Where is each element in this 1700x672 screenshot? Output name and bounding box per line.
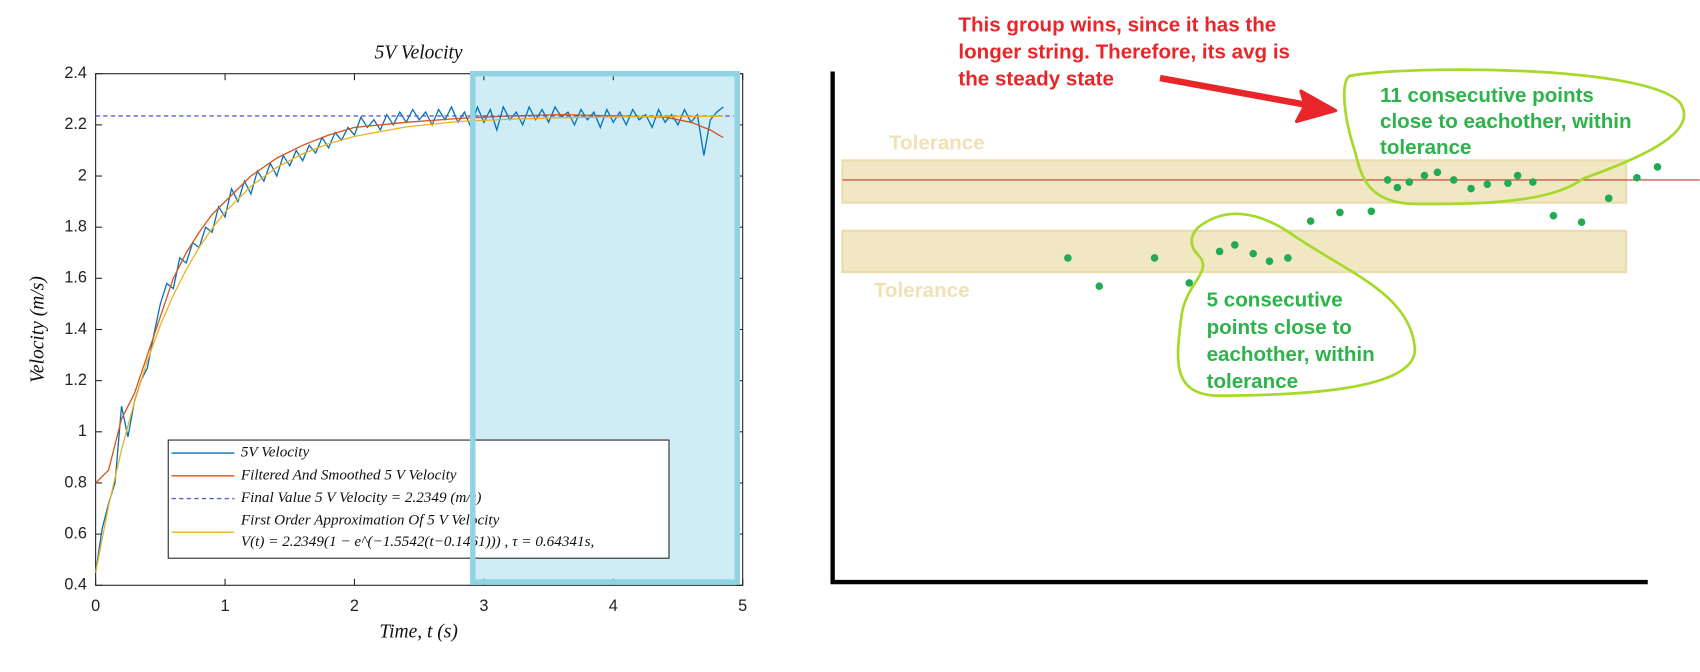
x-tick-label: 2	[350, 597, 359, 615]
y-tick-label: 0.8	[64, 473, 87, 491]
point	[1405, 178, 1414, 186]
tolerance-band	[841, 229, 1628, 274]
point	[1449, 176, 1458, 184]
point	[1393, 183, 1402, 192]
legend: 5V Velocity Filtered And Smoothed 5 V Vel…	[167, 439, 670, 559]
group-label: eachother, within	[1207, 343, 1375, 366]
y-tick-label: 2.2	[64, 115, 87, 133]
tolerance-band	[841, 159, 1628, 204]
arrow-shaft	[1159, 74, 1315, 110]
y-axis-label: Velocity (m/s)	[28, 276, 49, 383]
chart-title: 5V Velocity	[375, 43, 463, 64]
tolerance-label: Tolerance	[874, 279, 970, 302]
steady-region-border	[470, 70, 740, 585]
plot: 0 1 2 3 4 5 0.4 0.6 0.8 1 1.2 1.4 1.6 1.8 2 2.2 2.4 5V Ve…	[64, 64, 747, 615]
group-label: points close to	[1207, 316, 1352, 339]
y-tick-label: 1.8	[64, 217, 87, 235]
point	[1604, 194, 1613, 203]
legend-label: Final Value 5 V Velocity = 2.2349 (m/s)	[240, 489, 482, 506]
point	[1433, 168, 1442, 177]
y-tick-label: 0.6	[64, 524, 87, 542]
y-tick-label: 1.2	[64, 371, 87, 389]
arrow-head	[1294, 89, 1338, 124]
y-tick-label: 1.4	[64, 320, 87, 338]
point	[1185, 279, 1194, 287]
point	[1249, 249, 1257, 258]
y-tick-label: 1	[78, 422, 87, 440]
point	[1306, 217, 1315, 225]
sketch: Tolerance Tolerance This group wins, sin…	[830, 13, 1700, 585]
points	[1064, 163, 1662, 290]
point	[1367, 207, 1376, 216]
point	[1633, 173, 1641, 182]
point	[1336, 208, 1344, 217]
legend-label: 5V Velocity	[241, 444, 310, 461]
y-tick-label: 0.4	[64, 576, 87, 594]
x-tick-label: 0	[91, 597, 100, 615]
tolerance-label: Tolerance	[889, 132, 985, 155]
group-label: 11 consecutive points	[1380, 84, 1594, 107]
point	[1549, 211, 1558, 220]
point	[1265, 257, 1274, 266]
legend-label-line: First Order Approximation Of 5 V Velocit…	[240, 512, 500, 529]
y-tick-label: 2.4	[64, 64, 87, 82]
group-label: close to eachother, within	[1380, 110, 1632, 133]
y-tick-label: 1.6	[64, 269, 87, 287]
legend-label: First Order Approximation Of 5 V Velocit…	[240, 512, 594, 551]
x-tick-label: 3	[479, 597, 488, 615]
legend-label: Filtered And Smoothed 5 V Velocity	[240, 466, 457, 483]
point	[1383, 176, 1392, 184]
y-tick-label: 2	[78, 166, 87, 184]
point	[1150, 254, 1159, 262]
group-label: tolerance	[1380, 136, 1472, 159]
point	[1513, 171, 1522, 180]
series-line	[94, 115, 724, 573]
note-line: the steady state	[958, 68, 1114, 91]
x-axis-label: Time, t (s)	[379, 621, 458, 642]
legend-box	[167, 439, 670, 559]
point	[1230, 241, 1239, 249]
point	[1529, 178, 1537, 186]
point	[1064, 254, 1072, 262]
x-tick-label: 4	[609, 597, 618, 615]
point	[1504, 179, 1512, 187]
legend-label-line: V(t) = 2.2349(1 − e^(−1.5542(t−0.1461)))…	[241, 534, 594, 551]
note-line: This group wins, since it has the	[958, 13, 1276, 36]
point	[1483, 180, 1492, 189]
point	[1284, 254, 1292, 262]
group-outline	[1176, 212, 1417, 397]
point	[1420, 171, 1429, 180]
point	[1467, 184, 1475, 193]
x-tick-label: 5	[738, 597, 747, 615]
group-outline	[1342, 68, 1686, 206]
point	[1095, 282, 1104, 290]
note-line: longer string. Therefore, its avg is	[958, 41, 1290, 64]
point	[1577, 218, 1586, 226]
point	[1653, 163, 1662, 171]
group-label: tolerance	[1207, 370, 1299, 393]
x-tick-label: 1	[221, 597, 230, 615]
group-label: 5 consecutive	[1207, 289, 1343, 312]
point	[1215, 247, 1224, 256]
